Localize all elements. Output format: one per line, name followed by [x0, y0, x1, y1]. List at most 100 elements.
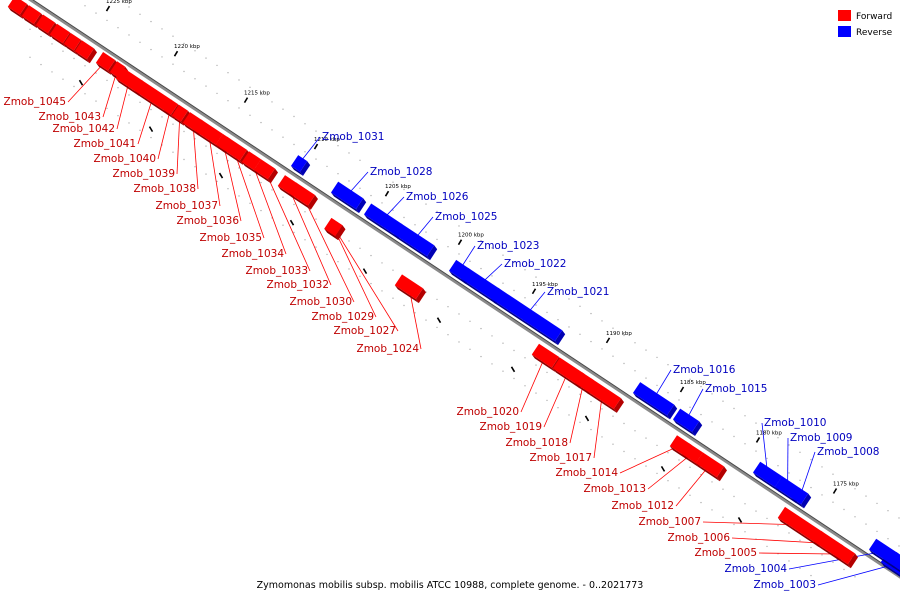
gene-label-zmob-1030[interactable]: Zmob_1030 [290, 296, 352, 308]
gene-zmob-1017[interactable] [583, 378, 624, 413]
gene-label-zmob-1013[interactable]: Zmob_1013 [584, 483, 646, 495]
guide-dot [249, 174, 251, 176]
gene-label-zmob-1024[interactable]: Zmob_1024 [357, 343, 420, 355]
gene-label-zmob-1022[interactable]: Zmob_1022 [504, 258, 566, 270]
gene-label-zmob-1032[interactable]: Zmob_1032 [267, 279, 329, 291]
gene-label-zmob-1018[interactable]: Zmob_1018 [506, 437, 568, 449]
gene-label-zmob-1019[interactable]: Zmob_1019 [480, 421, 542, 433]
guide-dot [381, 202, 383, 204]
gene-label-zmob-1025[interactable]: Zmob_1025 [435, 211, 497, 223]
gene-label-zmob-1042[interactable]: Zmob_1042 [53, 123, 115, 135]
guide-dot [898, 545, 900, 547]
gene-zmob-1033[interactable] [253, 159, 278, 184]
gene-label-zmob-1017[interactable]: Zmob_1017 [530, 452, 592, 464]
gene-label-zmob-1034[interactable]: Zmob_1034 [222, 248, 285, 260]
gene-label-zmob-1012[interactable]: Zmob_1012 [612, 500, 674, 512]
gene-label-zmob-1015[interactable]: Zmob_1015 [705, 383, 767, 395]
guide-dot [645, 465, 647, 467]
guide-dot [249, 114, 251, 117]
guide-dot [502, 254, 504, 256]
gene-zmob-1030[interactable] [288, 182, 318, 210]
gene-label-zmob-1020[interactable]: Zmob_1020 [457, 406, 519, 418]
guide-dot [557, 407, 559, 409]
gene-label-zmob-1037[interactable]: Zmob_1037 [156, 200, 218, 212]
gene-zmob-1005[interactable] [833, 544, 858, 569]
gene-zmob-1031[interactable] [291, 155, 311, 176]
guide-dot [667, 364, 669, 366]
guide-dot [227, 100, 229, 102]
gene-label-zmob-1040[interactable]: Zmob_1040 [94, 153, 156, 165]
gene-label-zmob-1041[interactable]: Zmob_1041 [74, 138, 136, 150]
gene-label-zmob-1033[interactable]: Zmob_1033 [246, 265, 308, 277]
guide-dot [282, 224, 284, 226]
gene-label-zmob-1021[interactable]: Zmob_1021 [547, 286, 609, 298]
gene-body [833, 544, 855, 565]
gene-zmob-1015[interactable] [673, 408, 703, 436]
gene-label-zmob-1045[interactable]: Zmob_1045 [4, 96, 66, 108]
gene-body [889, 551, 900, 571]
gene-label-zmob-1043[interactable]: Zmob_1043 [39, 111, 101, 123]
gene-label-zmob-1038[interactable]: Zmob_1038 [134, 183, 196, 195]
guide-dot [62, 50, 64, 52]
gene-zmob-1027[interactable] [325, 218, 346, 241]
gene-extra[interactable] [74, 40, 97, 64]
tick-label: 1190 kbp [606, 331, 632, 337]
guide-dot [469, 320, 471, 322]
minor-tick [78, 79, 84, 86]
guide-dot [304, 211, 306, 213]
guide-dot [205, 85, 207, 87]
gene-label-zmob-1016[interactable]: Zmob_1016 [673, 364, 736, 376]
tick-mark [105, 5, 111, 12]
guide-dot [843, 480, 845, 483]
gene-label-zmob-1014[interactable]: Zmob_1014 [556, 467, 619, 479]
gene-zmob-1003[interactable] [889, 551, 900, 578]
guide-dot [139, 13, 141, 15]
gene-label-zmob-1023[interactable]: Zmob_1023 [477, 240, 539, 252]
guide-dot [172, 35, 174, 37]
gene-label-zmob-1031[interactable]: Zmob_1031 [322, 131, 384, 143]
gene-zmob-1024[interactable] [394, 274, 426, 304]
gene-label-zmob-1003[interactable]: Zmob_1003 [754, 579, 816, 591]
gene-side [613, 398, 624, 413]
guide-dot [458, 341, 460, 343]
guide-dot [227, 188, 229, 190]
tick-label: 1200 kbp [458, 233, 484, 239]
guide-dots-layer [29, 5, 900, 578]
gene-label-zmob-1009[interactable]: Zmob_1009 [790, 432, 852, 444]
gene-zmob-1012[interactable] [695, 452, 727, 482]
guide-dot [51, 43, 53, 45]
gene-shadow [673, 419, 695, 436]
tick-label: 1175 kbp [833, 482, 859, 488]
guide-dot [348, 152, 350, 154]
gene-label-zmob-1039[interactable]: Zmob_1039 [113, 168, 175, 180]
gene-label-zmob-1010[interactable]: Zmob_1010 [764, 417, 826, 429]
guide-dot [315, 246, 317, 248]
gene-label-zmob-1007[interactable]: Zmob_1007 [639, 516, 701, 528]
gene-label-zmob-1004[interactable]: Zmob_1004 [725, 563, 788, 575]
gene-body [364, 203, 403, 235]
gene-label-zmob-1028[interactable]: Zmob_1028 [370, 166, 432, 178]
gene-zmob-1039[interactable] [171, 104, 191, 126]
guide-dot [667, 452, 669, 454]
gene-label-zmob-1005[interactable]: Zmob_1005 [695, 547, 757, 559]
gene-body [394, 274, 423, 300]
gene-zmob-1028[interactable] [331, 181, 367, 214]
gene-label-zmob-1006[interactable]: Zmob_1006 [668, 532, 731, 544]
guide-dot [117, 87, 119, 89]
leader-zmob-1010 [761, 422, 768, 475]
gene-label-zmob-1026[interactable]: Zmob_1026 [406, 191, 469, 203]
gene-label-zmob-1027[interactable]: Zmob_1027 [334, 325, 396, 337]
gene-label-zmob-1035[interactable]: Zmob_1035 [200, 232, 262, 244]
gene-zmob-1025[interactable] [394, 223, 438, 261]
guide-dot [799, 479, 801, 481]
gene-zmob-1008[interactable] [792, 487, 812, 509]
gene-zmob-1021[interactable] [491, 287, 566, 346]
gene-label-zmob-1029[interactable]: Zmob_1029 [312, 311, 374, 323]
gene-shadow [288, 193, 311, 210]
gene-zmob-1016[interactable] [633, 382, 678, 420]
gene-shadow [325, 229, 339, 241]
gene-label-zmob-1008[interactable]: Zmob_1008 [817, 446, 879, 458]
guide-dot [95, 100, 97, 102]
gene-label-zmob-1036[interactable]: Zmob_1036 [177, 215, 240, 227]
gene-side [692, 421, 703, 436]
